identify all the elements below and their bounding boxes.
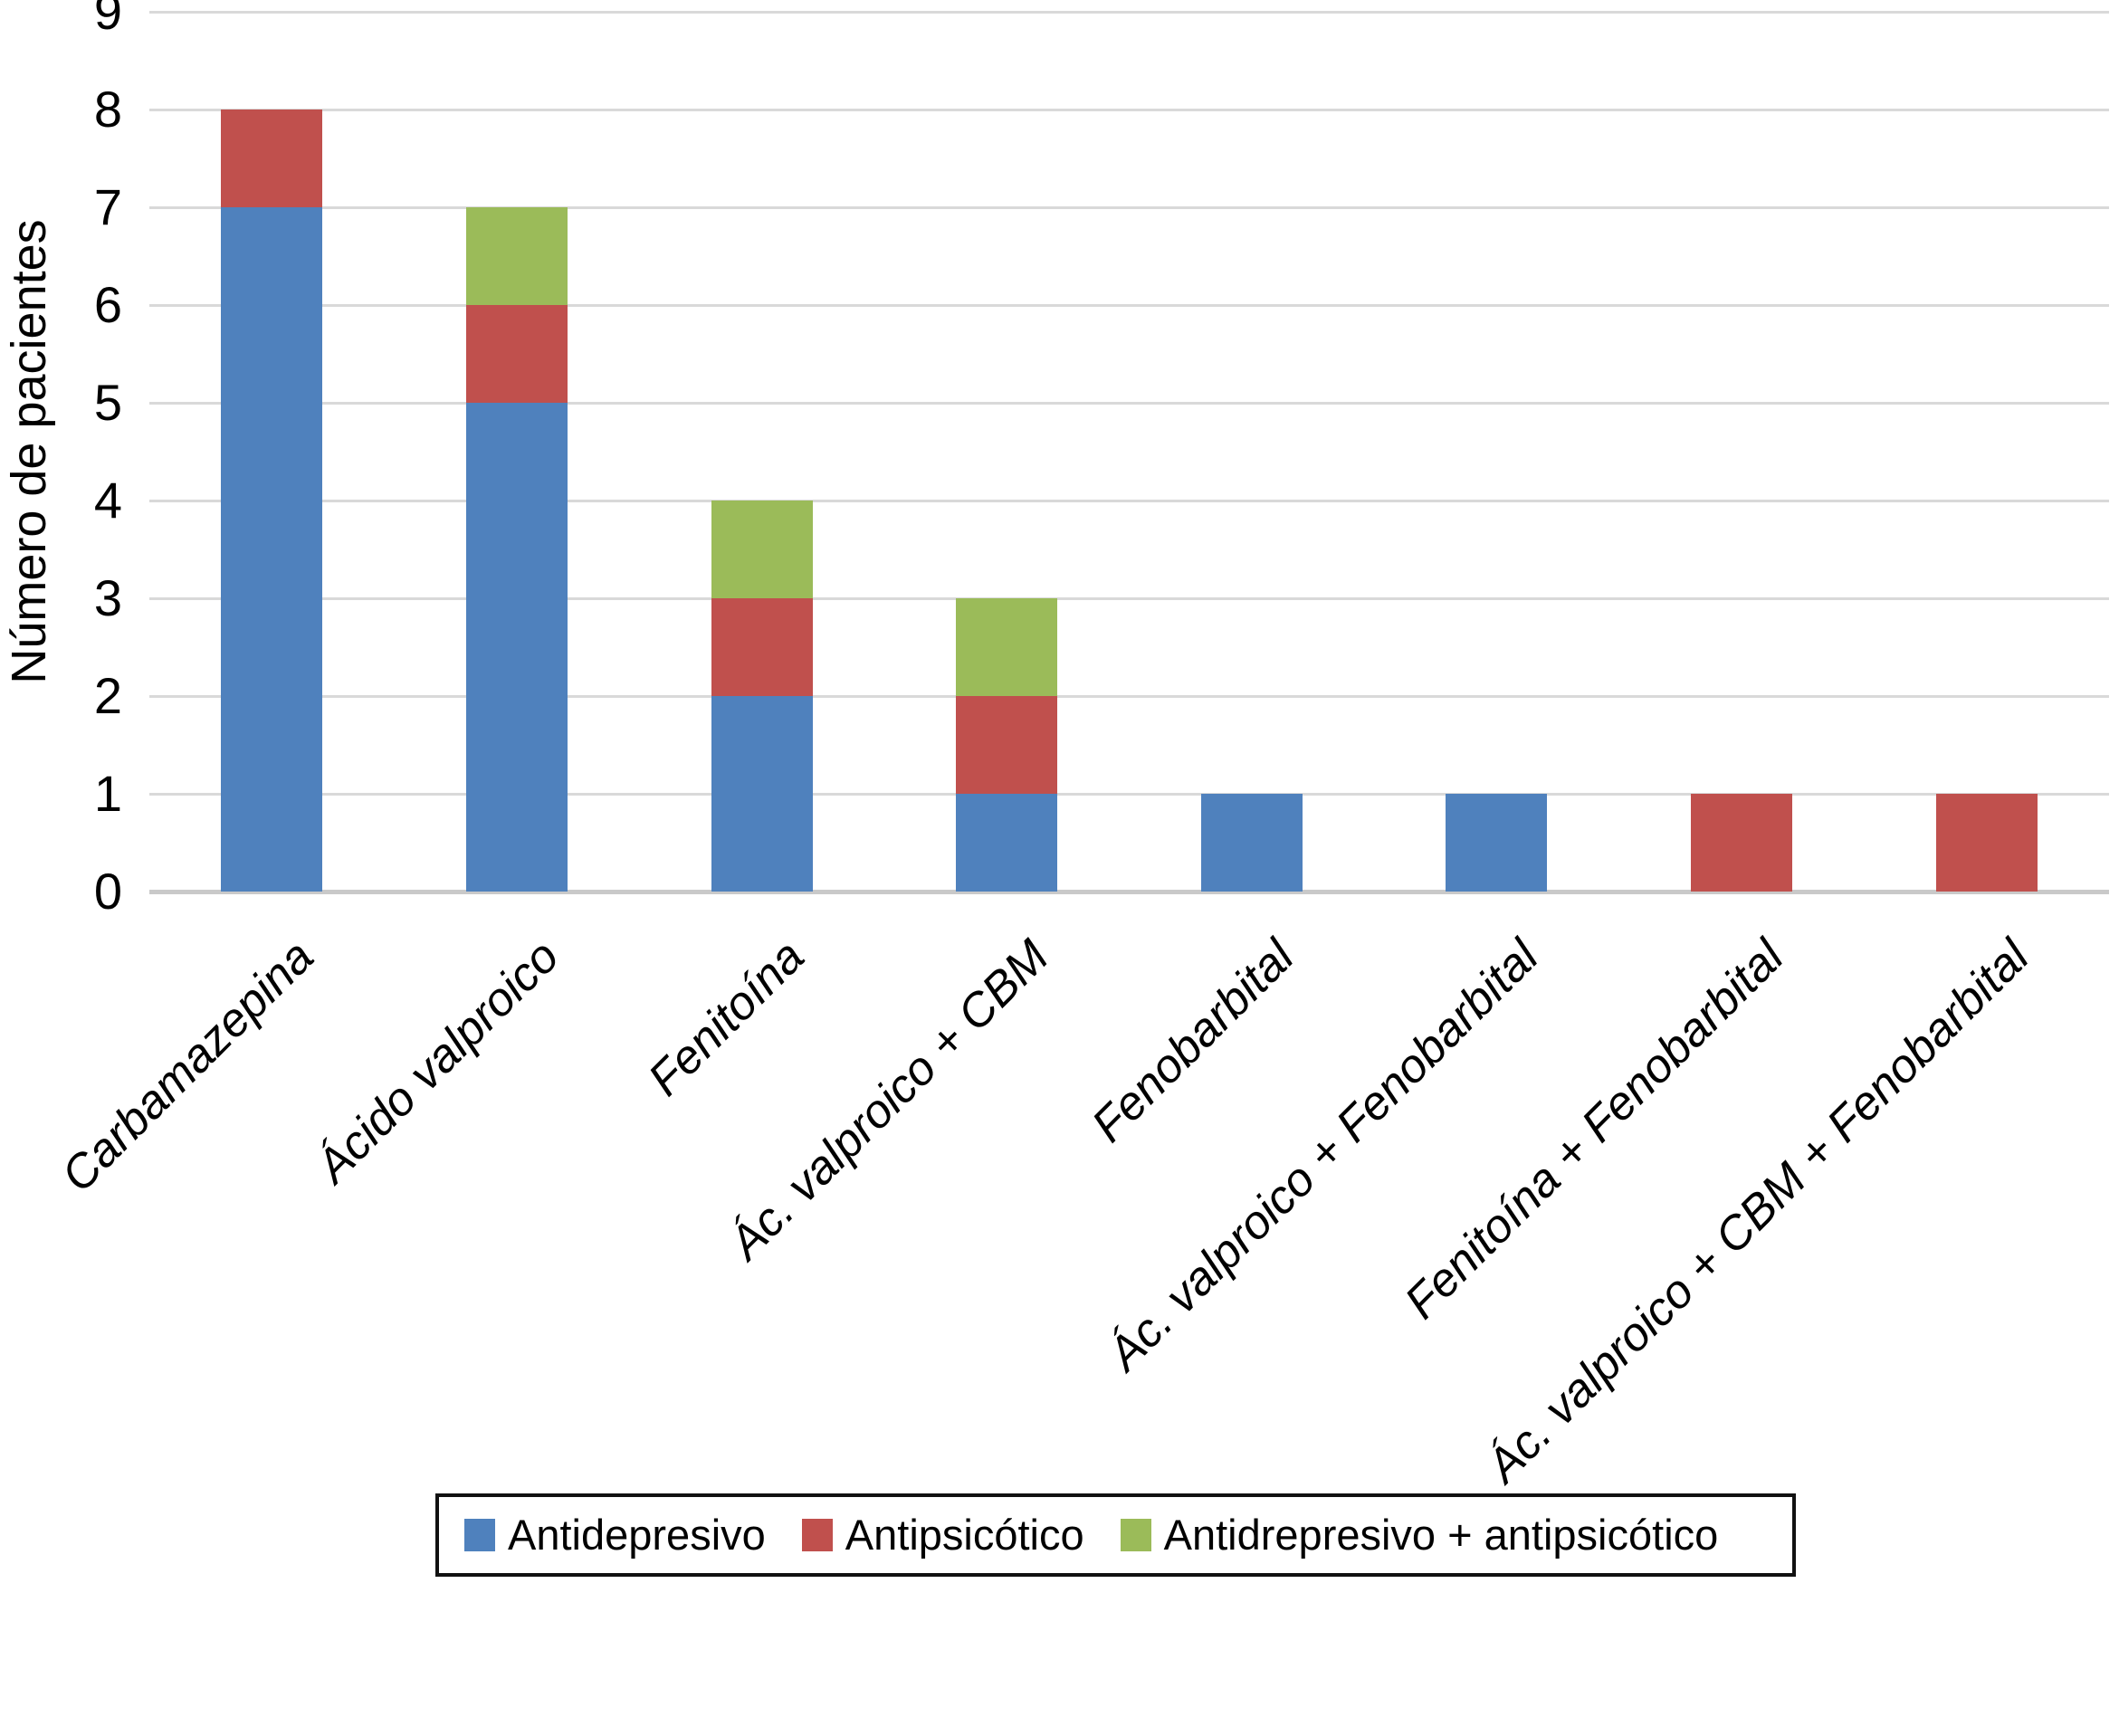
y-tick-label: 9	[93, 0, 122, 40]
legend-label: Antipsicótico	[845, 1511, 1084, 1559]
bar-segment	[465, 403, 568, 892]
legend-swatch	[464, 1519, 495, 1551]
legend-label: Antidrepresivo + antipsicótico	[1163, 1511, 1719, 1559]
y-tick-label: 8	[93, 81, 122, 138]
gridline	[149, 401, 2109, 405]
legend-swatch	[801, 1519, 833, 1551]
gridline	[149, 792, 2109, 796]
y-tick-label: 4	[93, 472, 122, 529]
bar-segment	[1446, 794, 1548, 892]
gridline	[149, 303, 2109, 307]
y-axis-title-text: Número de pacientes	[2, 219, 56, 684]
legend: Antidepresivo Antipsicótico Antidrepresivo…	[435, 1493, 1796, 1577]
legend-label: Antidepresivo	[508, 1511, 766, 1559]
bar-segment	[221, 207, 323, 892]
bar-segment	[1691, 794, 1793, 892]
y-tick-label: 7	[93, 178, 122, 235]
bar-segment	[711, 598, 813, 696]
y-tick-label: 0	[93, 863, 122, 920]
bar-segment	[711, 696, 813, 892]
y-axis-title: Número de pacientes	[2, 12, 56, 892]
figure: { "figure": { "background": "#ffffff", "…	[2, 0, 2109, 1577]
bar-segment	[956, 598, 1058, 696]
gridline	[149, 108, 2109, 111]
x-axis-line	[149, 889, 2109, 894]
gridline	[149, 205, 2109, 209]
bar-segment	[221, 110, 323, 207]
plot-area: 0 1 2 3 4 5 6 7 8 9 Carbamazepina Ácido valproico Fe…	[52, 0, 2109, 1493]
x-axis-label: Ácido valproico	[306, 930, 569, 1194]
bar-segment	[1935, 794, 2038, 892]
y-tick-label: 5	[93, 374, 122, 431]
legend-item: Antidrepresivo + antipsicótico	[1120, 1493, 1719, 1577]
y-tick-label: 6	[93, 276, 122, 333]
legend-item: Antidepresivo	[464, 1493, 766, 1577]
legend-swatch	[1120, 1519, 1151, 1551]
gridline	[149, 499, 2109, 502]
bar-segment	[465, 305, 568, 403]
bar-segment	[956, 794, 1058, 892]
gridline	[149, 10, 2109, 14]
y-tick-label: 2	[93, 667, 122, 724]
bar-segment	[465, 207, 568, 305]
y-tick-label: 1	[93, 765, 122, 822]
bar-segment	[1200, 794, 1303, 892]
y-tick-label: 3	[93, 569, 122, 626]
bar-segment	[956, 696, 1058, 794]
gridline	[149, 694, 2109, 698]
gridline	[149, 596, 2109, 600]
legend-item: Antipsicótico	[801, 1493, 1084, 1577]
bar-segment	[711, 501, 813, 598]
